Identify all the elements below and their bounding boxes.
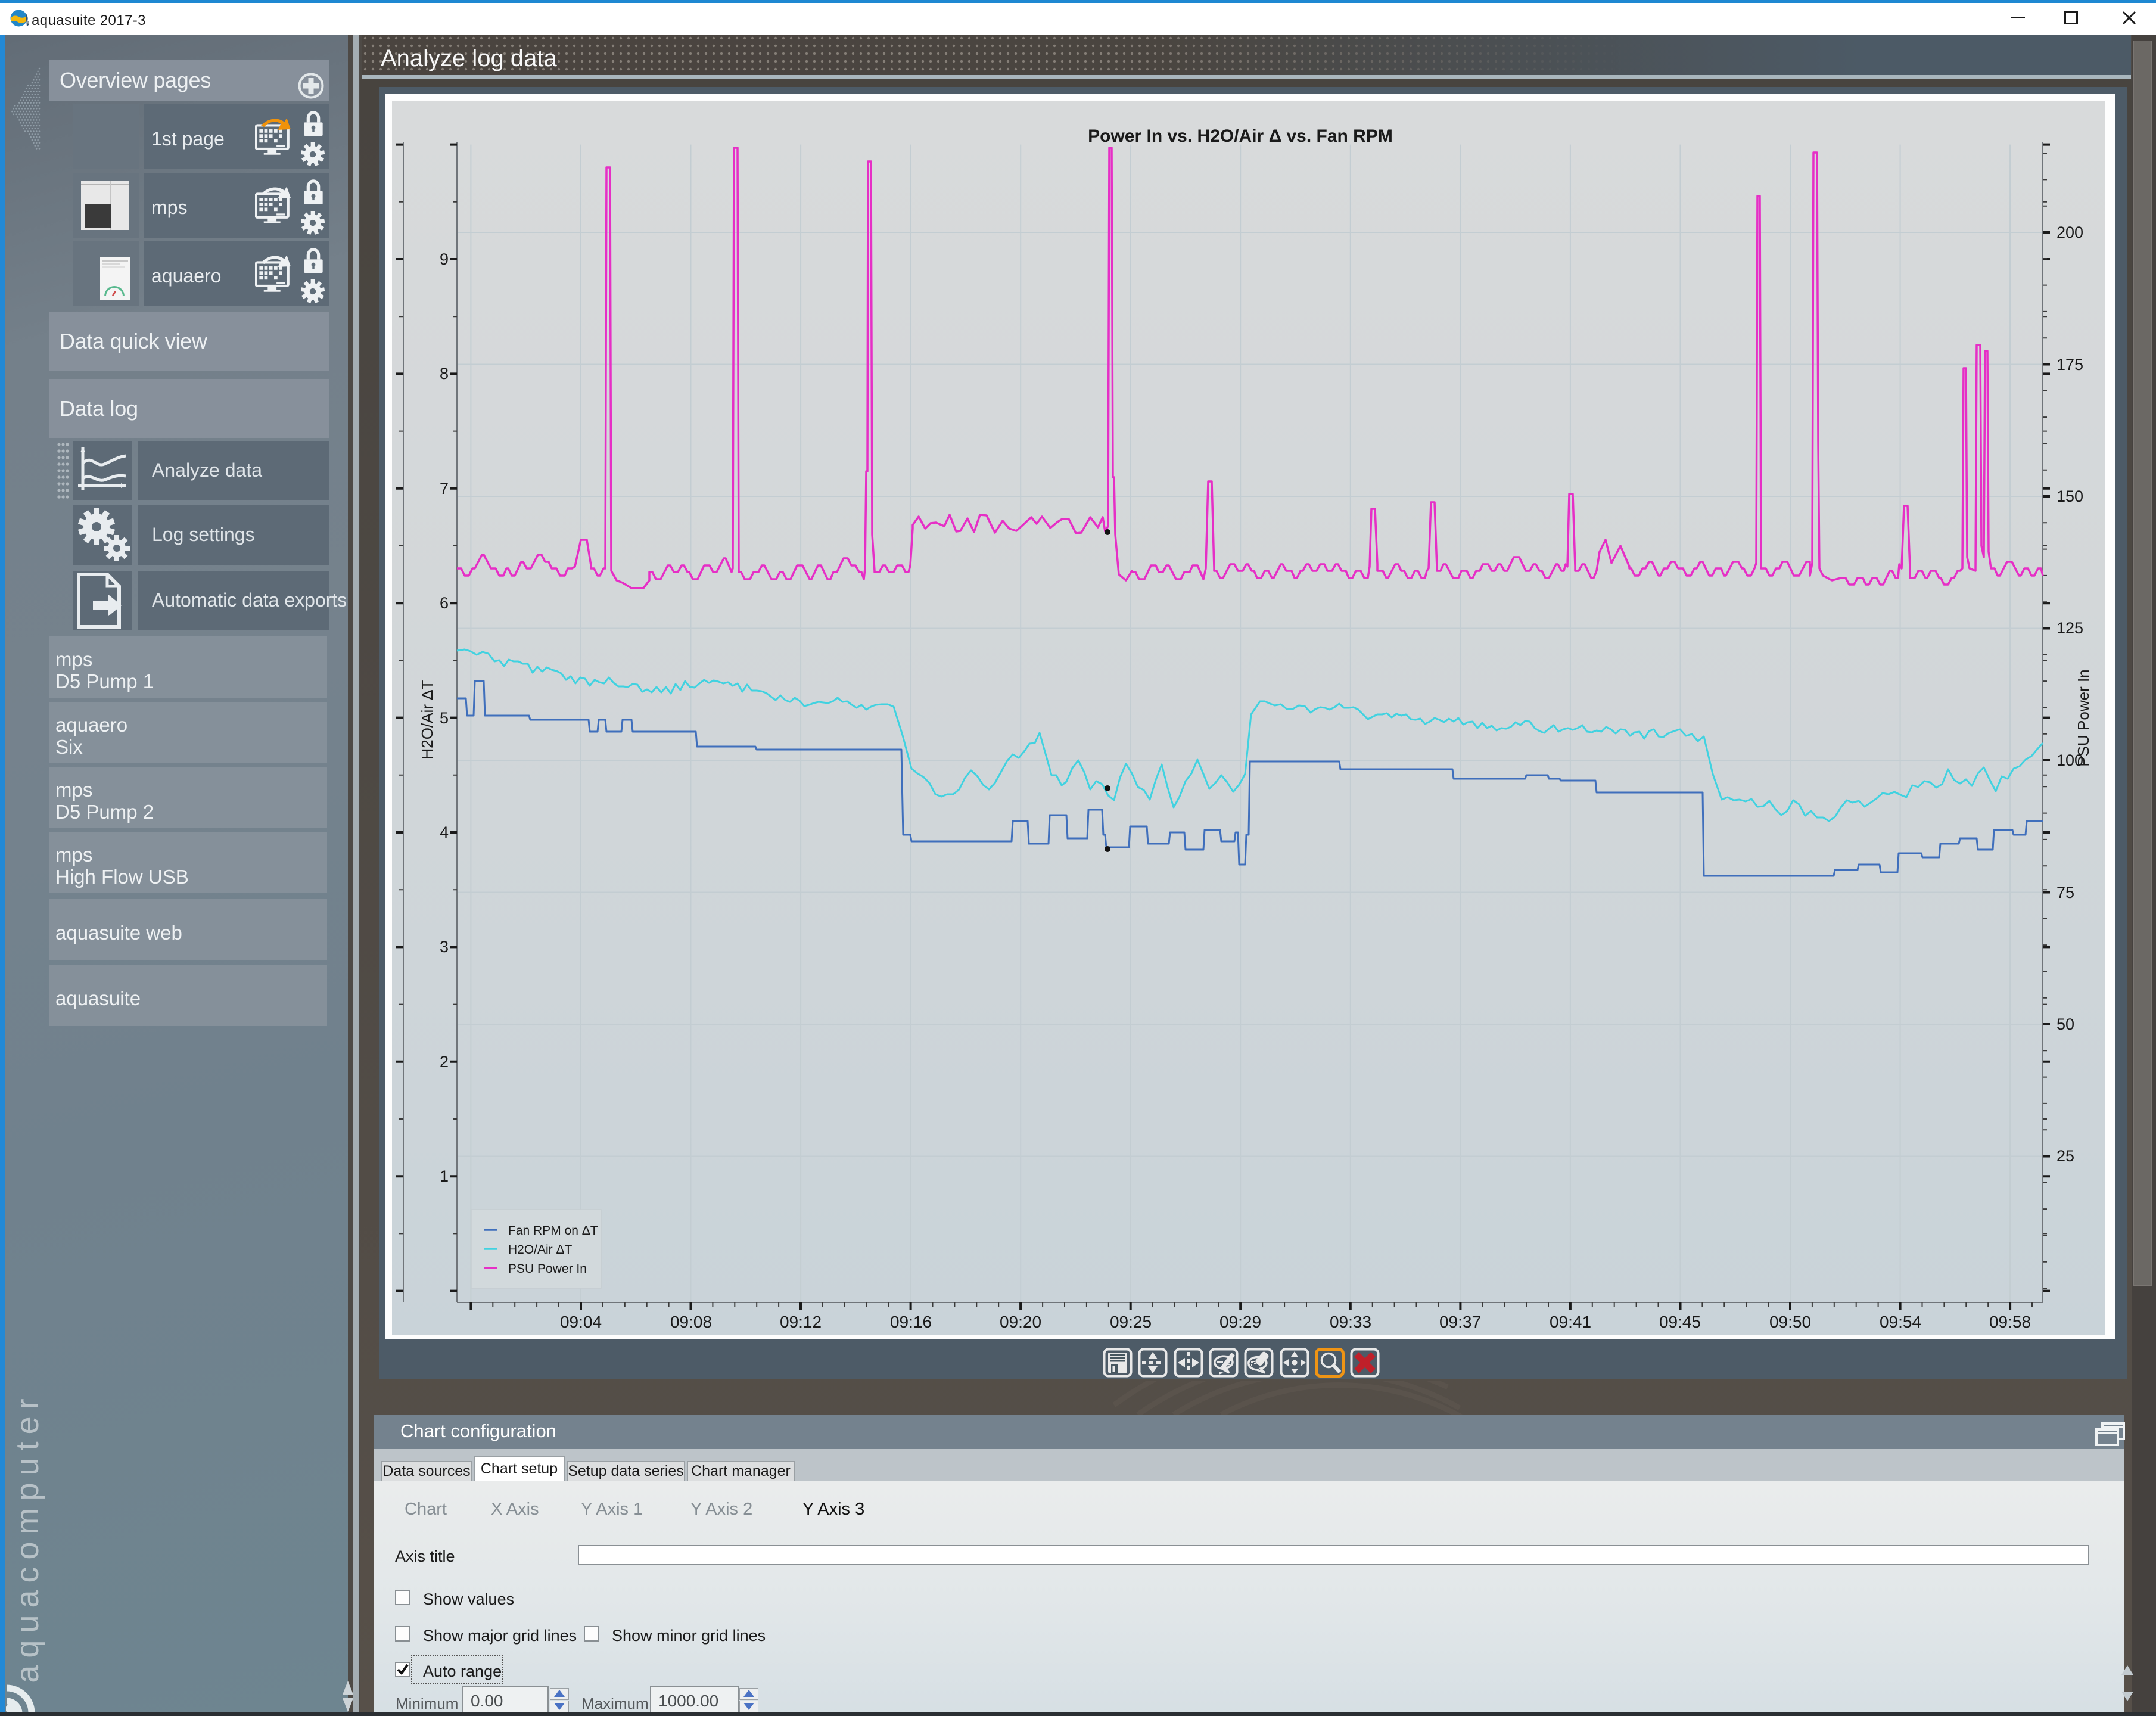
svg-text:1: 1: [440, 1167, 449, 1185]
svg-text:09:58: 09:58: [1989, 1313, 2031, 1331]
svg-text:Fan RPM on ΔT: Fan RPM on ΔT: [508, 1224, 598, 1238]
svg-text:09:29: 09:29: [1219, 1313, 1261, 1331]
svg-text:50: 50: [2057, 1015, 2074, 1033]
svg-text:H2O/Air ΔT: H2O/Air ΔT: [508, 1243, 573, 1257]
svg-text:09:37: 09:37: [1439, 1313, 1481, 1331]
svg-text:09:54: 09:54: [1880, 1313, 1921, 1331]
svg-text:09:04: 09:04: [560, 1313, 602, 1331]
svg-text:Power In vs. H2O/Air Δ vs. Fan: Power In vs. H2O/Air Δ vs. Fan RPM: [1088, 126, 1393, 146]
svg-text:6: 6: [440, 594, 449, 612]
svg-text:150: 150: [2057, 487, 2083, 505]
svg-text:9: 9: [440, 250, 449, 268]
svg-text:H2O/Air ΔT: H2O/Air ΔT: [418, 680, 436, 759]
svg-text:125: 125: [2057, 619, 2083, 637]
svg-text:25: 25: [2057, 1147, 2074, 1165]
svg-text:09:45: 09:45: [1659, 1313, 1701, 1331]
svg-text:75: 75: [2057, 884, 2074, 901]
svg-text:4: 4: [440, 823, 449, 841]
svg-text:PSU Power In: PSU Power In: [2074, 669, 2092, 766]
svg-text:09:16: 09:16: [890, 1313, 932, 1331]
svg-text:3: 3: [440, 938, 449, 956]
svg-text:7: 7: [440, 480, 449, 498]
svg-text:2: 2: [440, 1053, 449, 1071]
svg-text:175: 175: [2057, 356, 2083, 374]
svg-text:09:08: 09:08: [670, 1313, 712, 1331]
svg-text:100: 100: [2057, 751, 2083, 769]
svg-text:09:20: 09:20: [1000, 1313, 1041, 1331]
svg-text:09:12: 09:12: [780, 1313, 822, 1331]
svg-text:200: 200: [2057, 223, 2083, 241]
svg-text:8: 8: [440, 365, 449, 383]
svg-text:09:50: 09:50: [1769, 1313, 1811, 1331]
svg-text:PSU Power In: PSU Power In: [508, 1262, 587, 1276]
svg-text:09:25: 09:25: [1110, 1313, 1152, 1331]
svg-text:09:41: 09:41: [1550, 1313, 1591, 1331]
svg-text:09:33: 09:33: [1330, 1313, 1371, 1331]
svg-text:5: 5: [440, 709, 449, 727]
